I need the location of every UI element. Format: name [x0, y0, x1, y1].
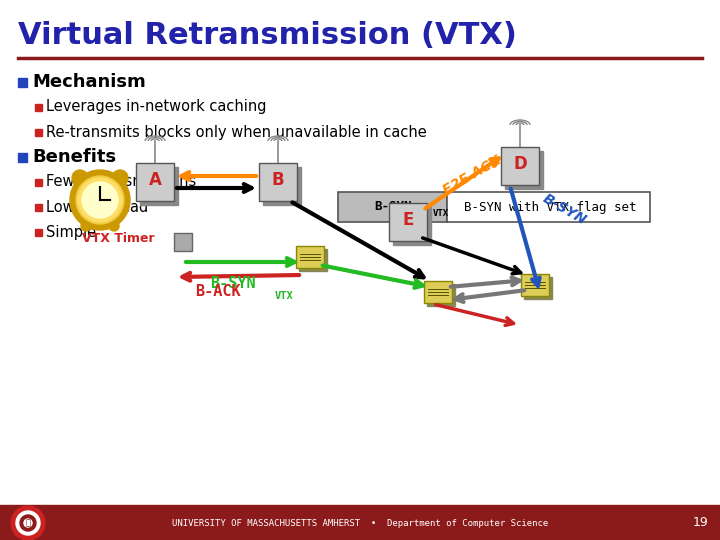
Text: E2E ACK: E2E ACK — [440, 153, 503, 197]
Circle shape — [72, 170, 88, 186]
Text: B-SYN: B-SYN — [210, 275, 256, 291]
Circle shape — [16, 511, 40, 535]
Text: D: D — [513, 155, 527, 173]
Text: Re-transmits blocks only when unavailable in cache: Re-transmits blocks only when unavailabl… — [46, 125, 427, 139]
Bar — [389, 203, 427, 241]
Circle shape — [70, 170, 130, 230]
Bar — [35, 179, 42, 186]
Text: Mechanism: Mechanism — [32, 73, 145, 91]
Circle shape — [109, 221, 119, 231]
Bar — [174, 233, 192, 251]
Text: VTX: VTX — [433, 209, 449, 218]
Bar — [140, 167, 178, 205]
Text: B: B — [271, 171, 284, 189]
Circle shape — [11, 506, 45, 540]
Bar — [263, 167, 301, 205]
Bar — [524, 277, 552, 299]
Bar — [447, 192, 650, 222]
Bar — [35, 228, 42, 235]
Bar — [521, 274, 549, 296]
Bar — [338, 192, 447, 222]
Text: VTX Timer: VTX Timer — [82, 232, 155, 245]
Bar — [35, 204, 42, 211]
Bar — [393, 207, 431, 245]
Text: Virtual Retransmission (VTX): Virtual Retransmission (VTX) — [18, 21, 517, 50]
Circle shape — [78, 178, 122, 222]
Text: 🎓: 🎓 — [25, 518, 30, 528]
Text: UNIVERSITY OF MASSACHUSETTS AMHERST  •  Department of Computer Science: UNIVERSITY OF MASSACHUSETTS AMHERST • De… — [172, 518, 548, 528]
Text: B-SYN with VTX flag set: B-SYN with VTX flag set — [464, 200, 636, 213]
Text: E: E — [402, 211, 414, 229]
Bar — [35, 129, 42, 136]
Text: B-ACK: B-ACK — [195, 285, 240, 300]
Bar — [299, 249, 327, 271]
Bar — [17, 152, 27, 161]
Bar — [259, 163, 297, 201]
Bar — [296, 246, 324, 268]
Text: Fewer transmissions: Fewer transmissions — [46, 174, 197, 190]
Text: Low overhead: Low overhead — [46, 199, 148, 214]
Circle shape — [76, 176, 124, 224]
Text: Leverages in-network caching: Leverages in-network caching — [46, 99, 266, 114]
Bar — [35, 104, 42, 111]
Circle shape — [20, 515, 36, 531]
Text: Benefits: Benefits — [32, 148, 116, 166]
Circle shape — [112, 170, 128, 186]
Bar — [505, 151, 543, 189]
Text: 19: 19 — [692, 516, 708, 530]
Circle shape — [81, 221, 91, 231]
Text: A: A — [148, 171, 161, 189]
Text: VTX: VTX — [275, 291, 294, 301]
Text: B-SYN: B-SYN — [540, 192, 588, 228]
Bar — [0, 505, 720, 540]
Bar — [17, 78, 27, 86]
Bar — [424, 281, 452, 303]
Circle shape — [82, 182, 118, 218]
Bar — [136, 163, 174, 201]
Bar — [427, 284, 455, 306]
Text: B-SYN: B-SYN — [374, 200, 411, 213]
Circle shape — [24, 519, 32, 527]
Bar — [501, 147, 539, 185]
Text: Simple: Simple — [46, 225, 96, 240]
